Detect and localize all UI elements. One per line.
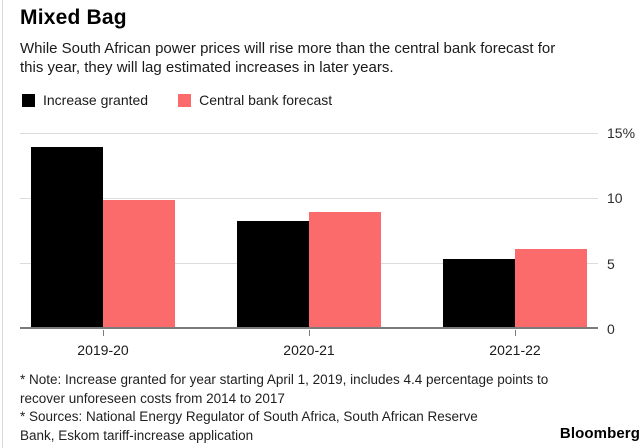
x-axis-tick-2020-21 (309, 330, 310, 336)
x-axis-label-2021-22: 2021-22 (489, 342, 541, 358)
legend-item-increase-granted: Increase granted (22, 92, 148, 108)
sources-line-2: Bank, Eskom tariff-increase application (20, 427, 254, 443)
chart-legend: Increase granted Central bank forecast (22, 92, 332, 108)
bloomberg-logo: Bloomberg (559, 425, 640, 442)
note-line-2: recover unforeseen costs from 2014 to 20… (20, 390, 285, 406)
bar-central-bank-forecast-2019-20 (103, 200, 175, 327)
chart-subtitle: While South African power prices will ri… (20, 39, 555, 77)
bar-increase-granted-2021-22 (443, 259, 515, 327)
x-axis-tick-2019-20 (103, 330, 104, 336)
left-edge-rule (2, 0, 3, 448)
legend-label: Increase granted (43, 92, 149, 108)
plot-area (20, 132, 598, 329)
y-axis-label-10: 10 (607, 190, 623, 207)
y-axis-label-0: 0 (607, 321, 615, 337)
x-axis-label-2019-20: 2019-20 (77, 342, 129, 358)
gridline-10 (20, 197, 598, 199)
subtitle-line-2: this year, they will lag estimated incre… (20, 59, 394, 76)
bar-group-2021-22 (443, 248, 587, 327)
legend-swatch-icon (178, 93, 192, 107)
note-line-1: * Note: Increase granted for year starti… (20, 372, 549, 387)
bar-group-2019-20 (31, 146, 175, 327)
x-axis-tick-2021-22 (515, 330, 516, 336)
bar-central-bank-forecast-2021-22 (515, 248, 587, 327)
y-axis-label-15: 15% (607, 125, 636, 141)
subtitle-line-1: While South African power prices will ri… (20, 40, 556, 57)
y-axis-label-5: 5 (607, 255, 615, 272)
legend-swatch-icon (22, 93, 35, 107)
gridline-15 (20, 132, 598, 134)
bar-central-bank-forecast-2020-21 (309, 212, 381, 327)
footnote: * Note: Increase granted for year starti… (20, 371, 624, 445)
bar-group-2020-21 (237, 212, 381, 327)
chart-title: Mixed Bag (20, 6, 127, 29)
legend-label: Central bank forecast (199, 92, 333, 108)
x-axis-label-2020-21: 2020-21 (283, 342, 335, 358)
sources-line-1: * Sources: National Energy Regulator of … (20, 409, 478, 425)
bar-increase-granted-2019-20 (31, 146, 103, 327)
bar-increase-granted-2020-21 (237, 221, 309, 327)
legend-item-central-bank-forecast: Central bank forecast (178, 92, 332, 108)
